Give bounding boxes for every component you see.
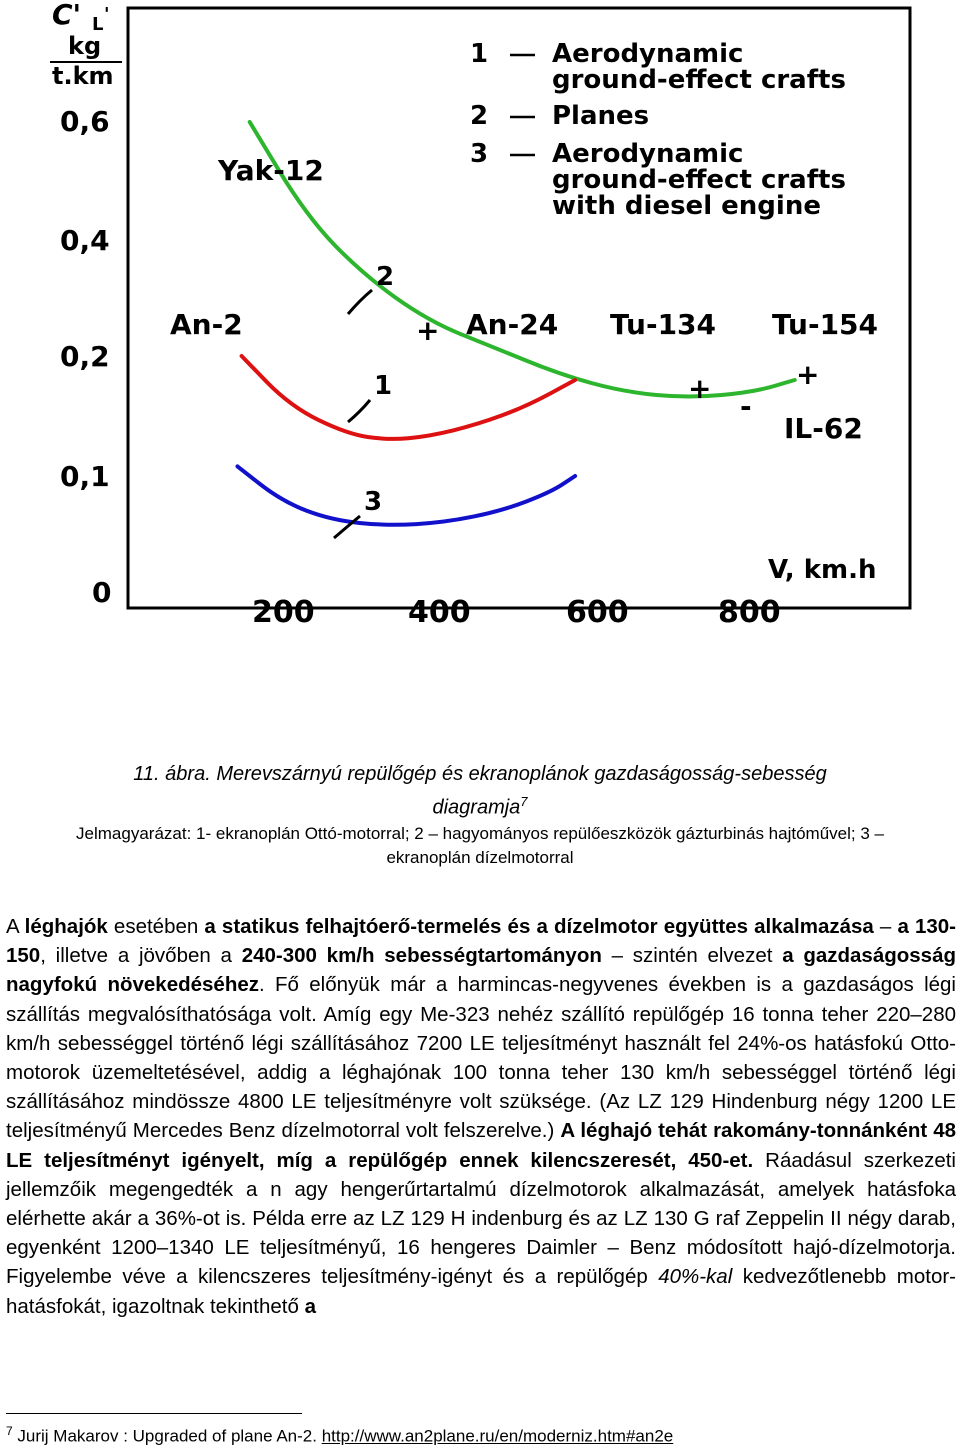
chart: C' L ' kg t.km 0,6 0,4 0,2 0,1 0 200 400… [50, 0, 912, 630]
y-tick-label: 0,6 [60, 105, 110, 138]
legend-text: Aerodynamic [552, 39, 743, 69]
paragraph-segment: A léghajó tehát rakomány-tonnánként 48 L… [6, 1119, 956, 1172]
curve-number-3: 3 [364, 487, 382, 517]
annotation-tu-154: Tu-154 [772, 308, 878, 341]
curve-pointer-1 [347, 399, 372, 424]
chart-frame [126, 6, 912, 610]
paragraph-segment: – [873, 915, 898, 938]
legend-text: ground-effect crafts [552, 165, 846, 195]
figure-caption: 11. ábra. Merevszárnyú repülőgép és ekra… [0, 760, 960, 870]
footnote-rule [6, 1413, 302, 1414]
annotation-an-24: An-24 [466, 308, 558, 341]
y-tick-label: 0,2 [60, 340, 110, 373]
curve-pointer-2 [346, 288, 373, 315]
series-line-3 [235, 464, 578, 527]
body-paragraph: A léghajók esetében a statikus felhajtóe… [6, 912, 956, 1321]
legend-text: with diesel engine [552, 191, 821, 221]
x-tick-label: 400 [408, 595, 471, 630]
paragraph-segment: a gazdaságosság nagyfokú növekedéséhez [6, 944, 957, 997]
annotation-an-2: An-2 [170, 308, 243, 341]
y-axis-label-sub: L [92, 14, 103, 35]
legend-text: Planes [552, 101, 649, 131]
y-axis-unit-bottom: t.km [52, 62, 114, 90]
point-marker-an-24: + [416, 314, 439, 347]
paragraph-segment: a statikus felhajtóerő-termelés és a díz… [204, 915, 874, 938]
point-marker-tu-134: + [688, 372, 711, 405]
y-tick-label: 0,4 [60, 224, 110, 257]
annotation-yak-12: Yak-12 [217, 154, 324, 187]
paragraph-segment: 240-300 km/h sebességtartományon [241, 944, 602, 968]
y-tick-label: 0,1 [60, 460, 110, 493]
legend-text: Aerodynamic [552, 139, 743, 169]
legend-number: 1 [470, 39, 488, 69]
x-axis-label: V, km.h [768, 555, 876, 585]
y-tick-label: 0 [92, 576, 111, 609]
paragraph-segment: a 130-150 [6, 915, 956, 968]
paragraph-segment: léghajók [24, 915, 108, 938]
paragraph-segment: – szintén elvezet [601, 944, 783, 968]
paragraph-segment: Ráadásul szerkezeti jellemzőik megengedt… [6, 1148, 956, 1289]
paragraph-segment: kedvezőtlenebb motor-hatásfokát, igazolt… [6, 1265, 957, 1318]
x-tick-label: 200 [252, 595, 315, 630]
curve-number-2: 2 [376, 262, 394, 292]
y-axis-label: C' [52, 0, 81, 31]
footnote-number: 7 [6, 1424, 13, 1438]
footnote-text: Jurij Makarov : Upgraded of plane An-2. [12, 1426, 322, 1446]
point-marker-il-62: - [740, 390, 752, 423]
caption-legend: Jelmagyarázat: 1- ekranoplán Ottó-motorr… [76, 823, 884, 867]
y-axis-unit-top: kg [68, 32, 101, 60]
annotation-il-62: IL-62 [784, 412, 863, 445]
paragraph-segment: A [6, 915, 25, 938]
legend-number: 3 [470, 139, 488, 169]
caption-title-cont: diagramja7 [432, 794, 528, 819]
footnote-link[interactable]: http://www.an2plane.ru/en/moderniz.htm#a… [321, 1426, 674, 1446]
curve-pointer-3 [333, 514, 361, 540]
legend-number: 2 [470, 101, 488, 131]
y-axis-label-sup: ' [104, 4, 110, 25]
x-tick-label: 600 [566, 595, 629, 630]
series-line-1 [239, 354, 578, 441]
series-layer [235, 120, 797, 527]
annotation-tu-134: Tu-134 [610, 308, 716, 341]
x-tick-label: 800 [718, 595, 781, 630]
footnote-ref: 7 [520, 794, 528, 809]
paragraph-segment: 40%-kal [658, 1265, 733, 1289]
paragraph-segment: . Fő előnyük már a harmincas-negyvenes é… [6, 973, 956, 1143]
footnote: 7 Jurij Makarov : Upgraded of plane An-2… [6, 1420, 673, 1448]
paragraph-segment: esetében [107, 915, 205, 938]
point-marker-tu-154: + [796, 358, 819, 391]
paragraph-segment: a [304, 1294, 316, 1318]
curve-number-1: 1 [374, 371, 392, 401]
caption-title: 11. ábra. Merevszárnyú repülőgép és ekra… [133, 763, 827, 785]
legend: 1 Aerodynamic ground-effect crafts 2 Pla… [470, 39, 846, 221]
series-line-2 [247, 120, 797, 399]
paragraph-segment: , illetve a jövőben a [40, 944, 242, 968]
legend-text: ground-effect crafts [552, 65, 846, 95]
